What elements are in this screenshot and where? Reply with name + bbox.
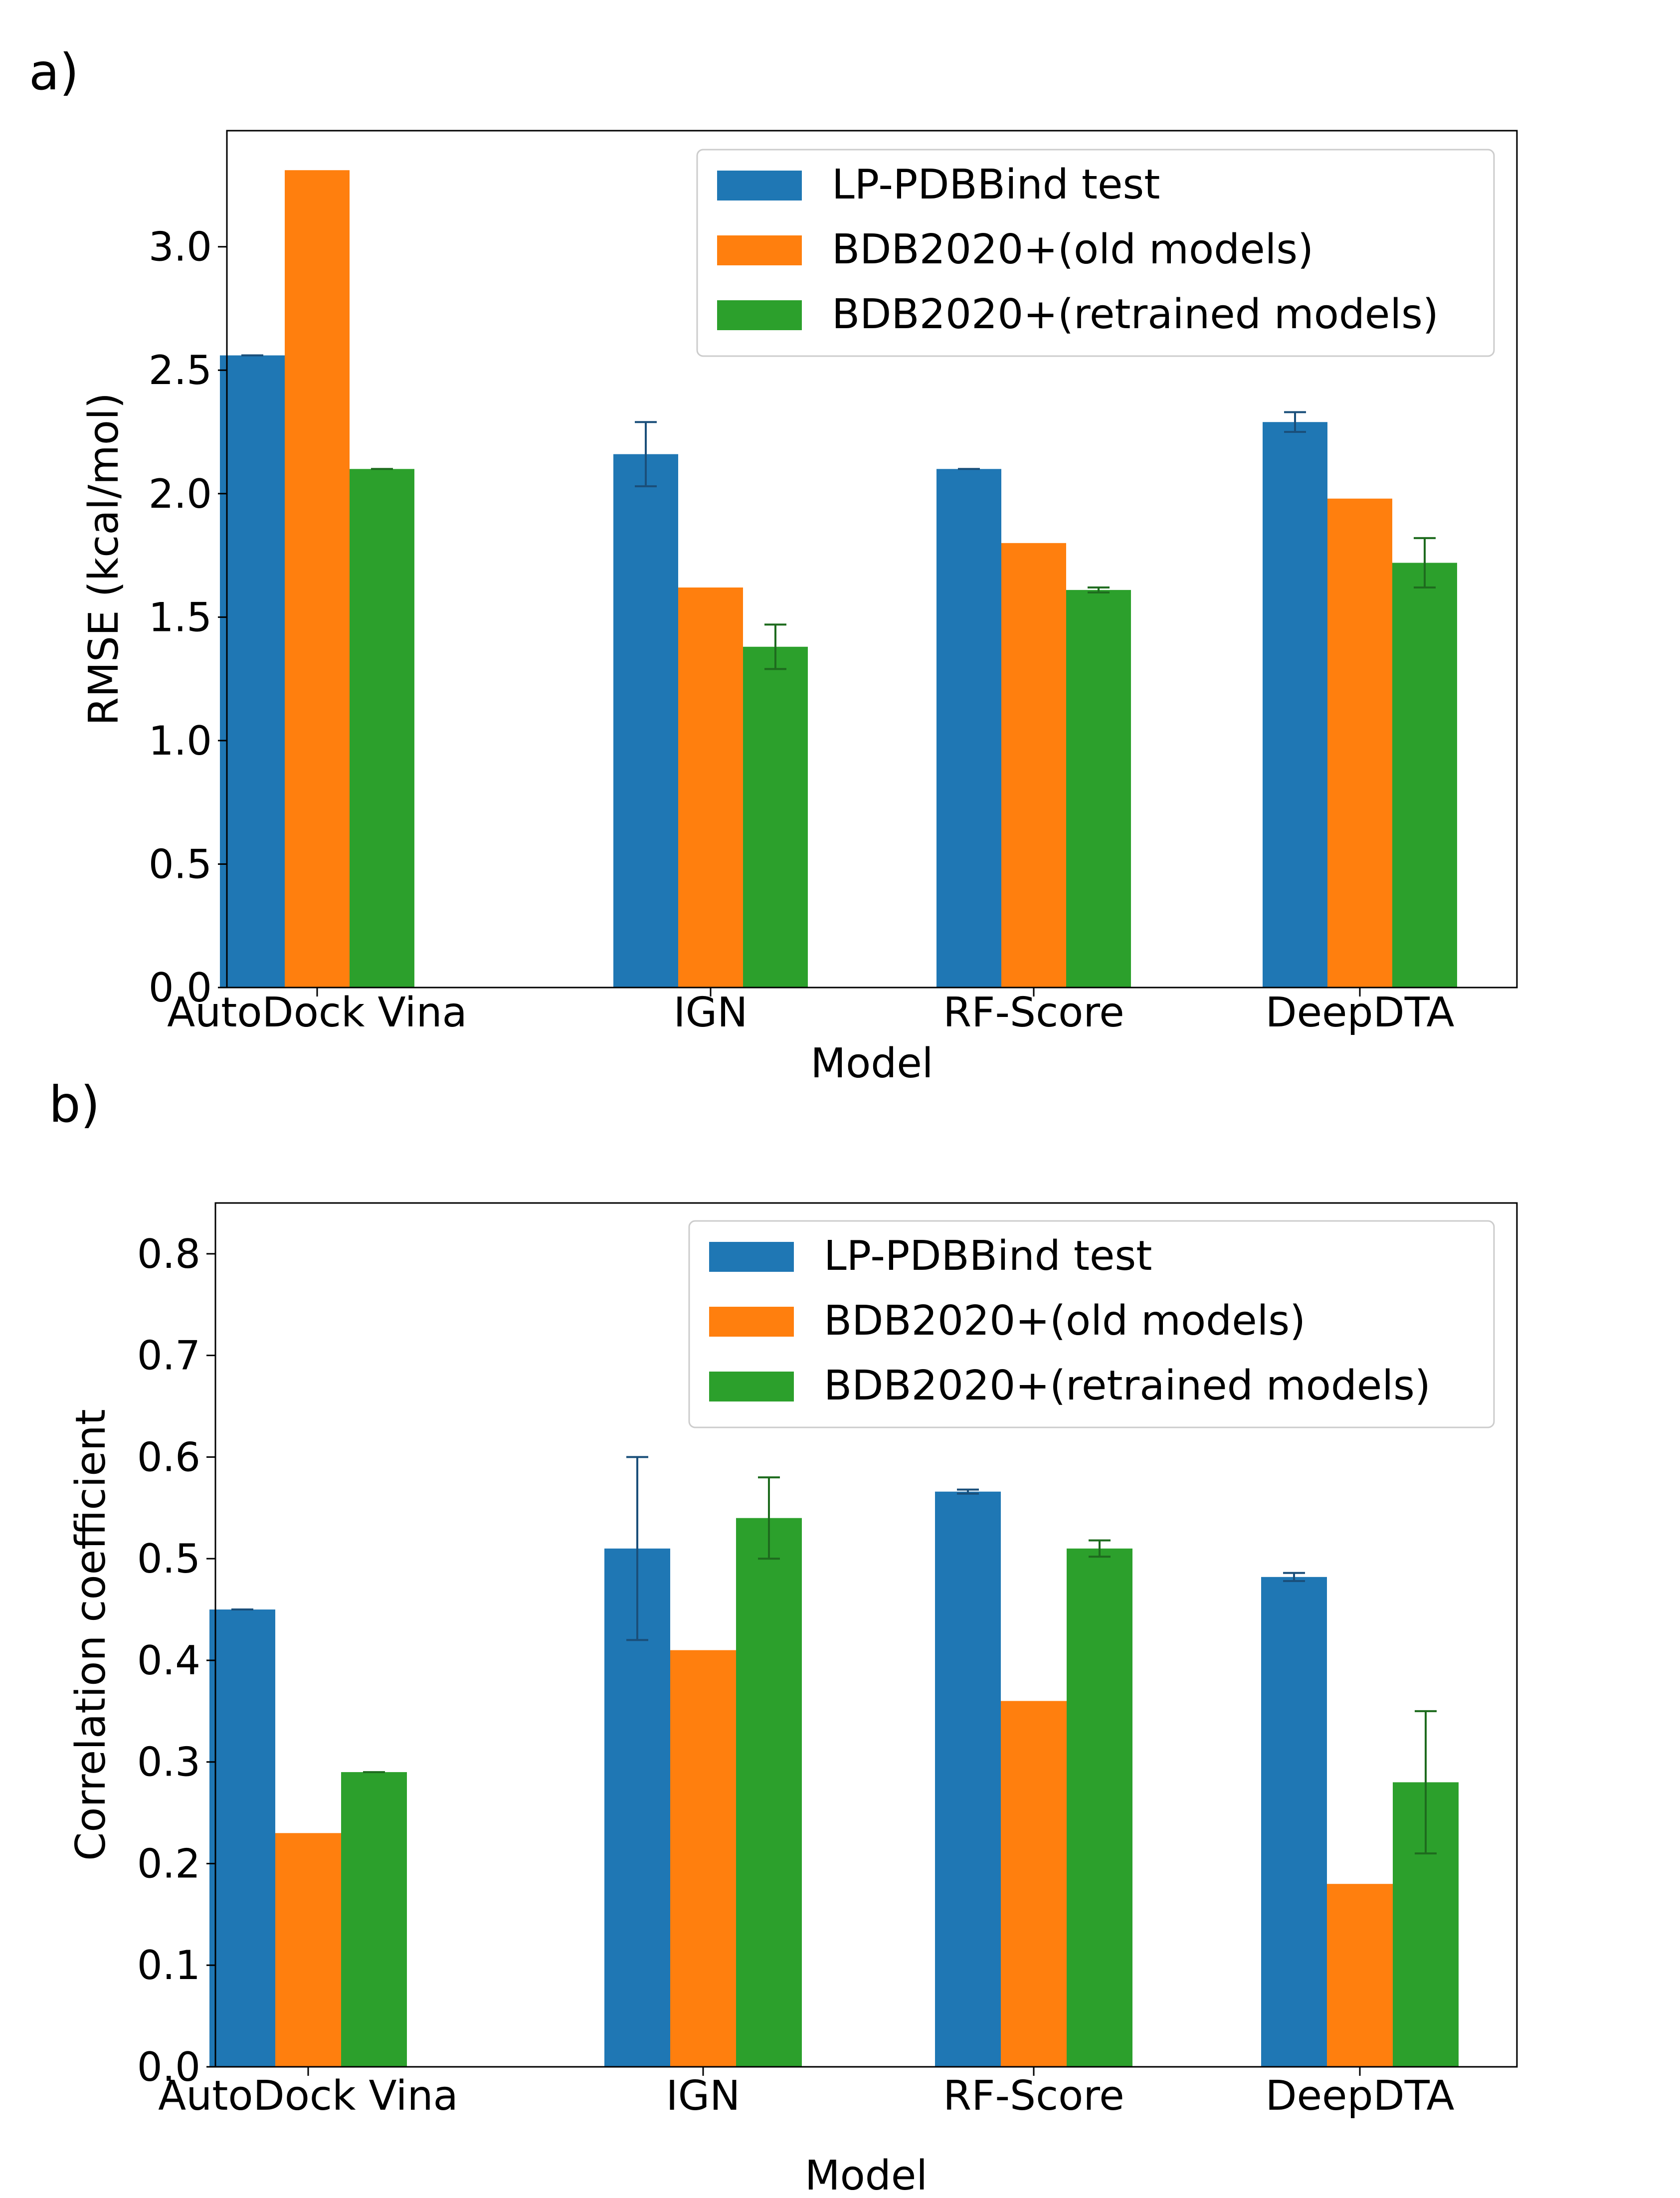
a-xtick-label-autodock-vina: AutoDock Vina [167,989,467,1036]
b-legend-swatch-bdb2020-old-models [709,1307,794,1337]
b-legend-label-bdb2020-old-models: BDB2020+(old models) [824,1297,1306,1345]
b-xtick-label-deepdta: DeepDTA [1265,2072,1454,2120]
a-xtick-label-rf-score: RF-Score [943,989,1124,1036]
a-legend-swatch-bdb2020-old-models [717,235,802,265]
b-ytick-label-5: 0.5 [137,1536,200,1582]
b-legend-label-bdb2020-retrained-models: BDB2020+(retrained models) [824,1362,1431,1409]
b-bar-lp-pdbbind-test-deepdta [1261,1577,1327,2067]
a-ytick-label-3: 1.5 [149,594,212,640]
b-legend-swatch-lp-pdbbind-test [709,1242,794,1272]
panel-b-label: b) [49,1075,100,1134]
b-bar-bdb2020-retrained-models-autodock-vina [341,1772,407,2067]
a-ytick-label-2: 1.0 [149,718,212,764]
a-ytick-label-1: 0.5 [149,841,212,887]
a-ytick-label-5: 2.5 [149,347,212,394]
b-ytick-label-4: 0.4 [137,1637,200,1684]
a-xtick-label-ign: IGN [673,989,747,1036]
b-y-axis-label: Correlation coefficient [67,1409,115,1861]
a-xtick-label-deepdta: DeepDTA [1265,989,1454,1036]
b-plot-frame [214,1202,1518,2068]
a-legend-swatch-lp-pdbbind-test [717,171,802,200]
a-bar-bdb2020-old-models-ign [678,587,743,988]
a-bar-lp-pdbbind-test-autodock-vina [220,355,285,988]
b-ytick-label-8: 0.8 [137,1231,200,1277]
a-ytick-label-4: 2.0 [149,471,212,517]
b-bar-bdb2020-old-models-rf-score [1001,1701,1067,2067]
b-legend-box [688,1220,1495,1428]
a-legend-label-bdb2020-old-models: BDB2020+(old models) [832,226,1313,273]
a-bar-bdb2020-old-models-rf-score [1001,543,1066,988]
a-bar-lp-pdbbind-test-ign [613,454,678,988]
b-ytick-label-6: 0.6 [137,1434,200,1480]
a-bar-bdb2020-retrained-models-deepdta [1392,563,1457,988]
b-xtick-label-ign: IGN [666,2072,740,2120]
a-bar-bdb2020-retrained-models-autodock-vina [350,469,414,988]
a-bar-bdb2020-old-models-autodock-vina [285,170,350,988]
b-ytick-label-3: 0.3 [137,1739,200,1786]
b-ytick-label-2: 0.2 [137,1840,200,1887]
b-bar-bdb2020-retrained-models-ign [736,1518,802,2067]
b-ytick-label-1: 0.1 [137,1942,200,1989]
a-legend-box [696,149,1495,357]
a-y-axis-label: RMSE (kcal/mol) [80,393,128,726]
a-legend-label-lp-pdbbind-test: LP-PDBBind test [832,161,1160,208]
a-plot-frame [226,130,1518,989]
b-x-axis-label: Model [805,2152,928,2198]
a-x-axis-label: Model [810,1040,933,1087]
b-legend-swatch-bdb2020-retrained-models [709,1372,794,1401]
a-bar-bdb2020-retrained-models-rf-score [1066,590,1131,988]
b-xtick-label-rf-score: RF-Score [943,2072,1124,2120]
b-bar-bdb2020-retrained-models-rf-score [1067,1548,1132,2067]
b-bar-bdb2020-old-models-ign [670,1650,736,2067]
b-bar-lp-pdbbind-test-autodock-vina [209,1609,275,2067]
b-bar-bdb2020-old-models-autodock-vina [275,1833,341,2067]
b-ytick-label-0: 0.0 [137,2044,200,2090]
b-xtick-label-autodock-vina: AutoDock Vina [158,2072,458,2120]
b-bar-lp-pdbbind-test-rf-score [935,1491,1001,2067]
a-ytick-label-6: 3.0 [149,224,212,270]
a-legend-label-bdb2020-retrained-models: BDB2020+(retrained models) [832,291,1439,338]
a-legend-swatch-bdb2020-retrained-models [717,300,802,330]
a-bar-lp-pdbbind-test-deepdta [1263,422,1327,988]
b-bar-bdb2020-old-models-deepdta [1327,1884,1393,2067]
b-legend-label-lp-pdbbind-test: LP-PDBBind test [824,1232,1152,1280]
a-bar-bdb2020-retrained-models-ign [743,646,808,988]
a-bar-bdb2020-old-models-deepdta [1327,498,1392,988]
panel-a-label: a) [29,43,79,101]
b-ytick-label-7: 0.7 [137,1333,200,1379]
a-ytick-label-0: 0.0 [149,965,212,1011]
a-bar-lp-pdbbind-test-rf-score [936,469,1001,988]
